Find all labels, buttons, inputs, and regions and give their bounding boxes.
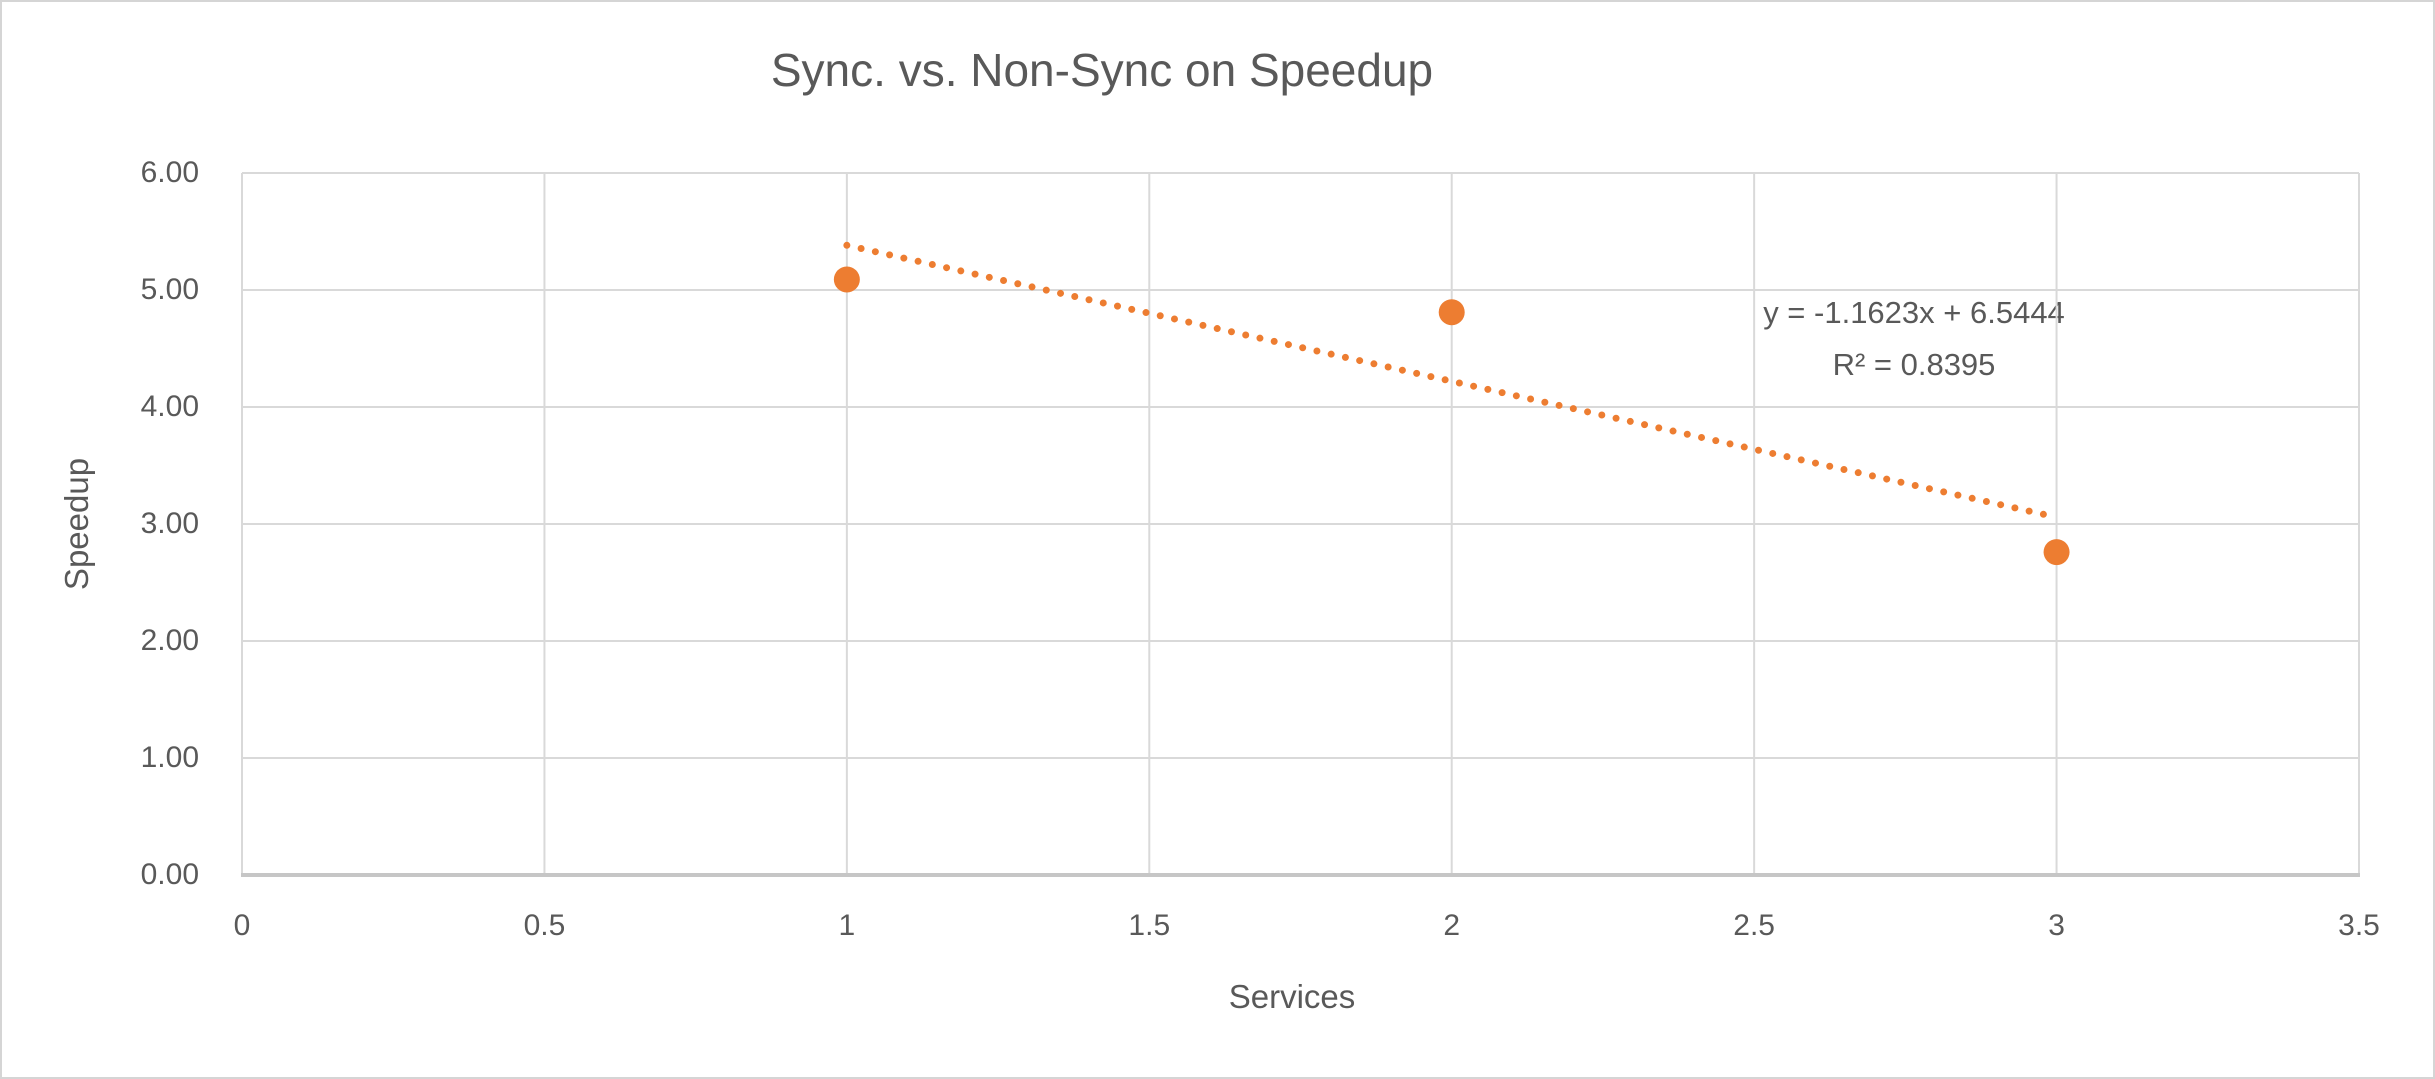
- gridlines: [241, 172, 2360, 875]
- y-tick-label: 1.00: [140, 741, 199, 774]
- trendline-equation: y = -1.1623x + 6.5444 R² = 0.8395: [1763, 287, 2065, 391]
- y-tick-label: 5.00: [140, 273, 199, 306]
- trendline-r-squared: R² = 0.8395: [1832, 347, 1996, 382]
- data-point: [833, 266, 860, 293]
- x-tick-label: 2: [1443, 909, 1461, 942]
- x-tick-label: 1: [838, 909, 856, 942]
- x-tick-label: 2.5: [1733, 909, 1775, 942]
- x-axis-title: Services: [1228, 978, 1356, 1015]
- x-tick-label: 1.5: [1128, 909, 1171, 942]
- x-tick-label: 0: [233, 909, 251, 942]
- x-tick-label: 3.5: [2338, 909, 2380, 942]
- data-points: [833, 266, 2070, 566]
- x-tick-label: 3: [2048, 909, 2065, 942]
- data-point: [2043, 539, 2070, 566]
- y-tick-label: 4.00: [140, 390, 199, 423]
- y-tick-label: 3.00: [140, 507, 199, 540]
- x-tick-label: 0.5: [523, 909, 566, 942]
- y-tick-label: 2.00: [140, 624, 199, 657]
- y-tick-label: 0.00: [140, 858, 199, 891]
- y-tick-label: 6.00: [140, 156, 199, 189]
- trendline: [843, 241, 2061, 521]
- trendline-equation-line: y = -1.1623x + 6.5444: [1763, 295, 2065, 330]
- data-point: [1438, 299, 1465, 326]
- chart-title: Sync. vs. Non-Sync on Speedup: [770, 44, 1434, 96]
